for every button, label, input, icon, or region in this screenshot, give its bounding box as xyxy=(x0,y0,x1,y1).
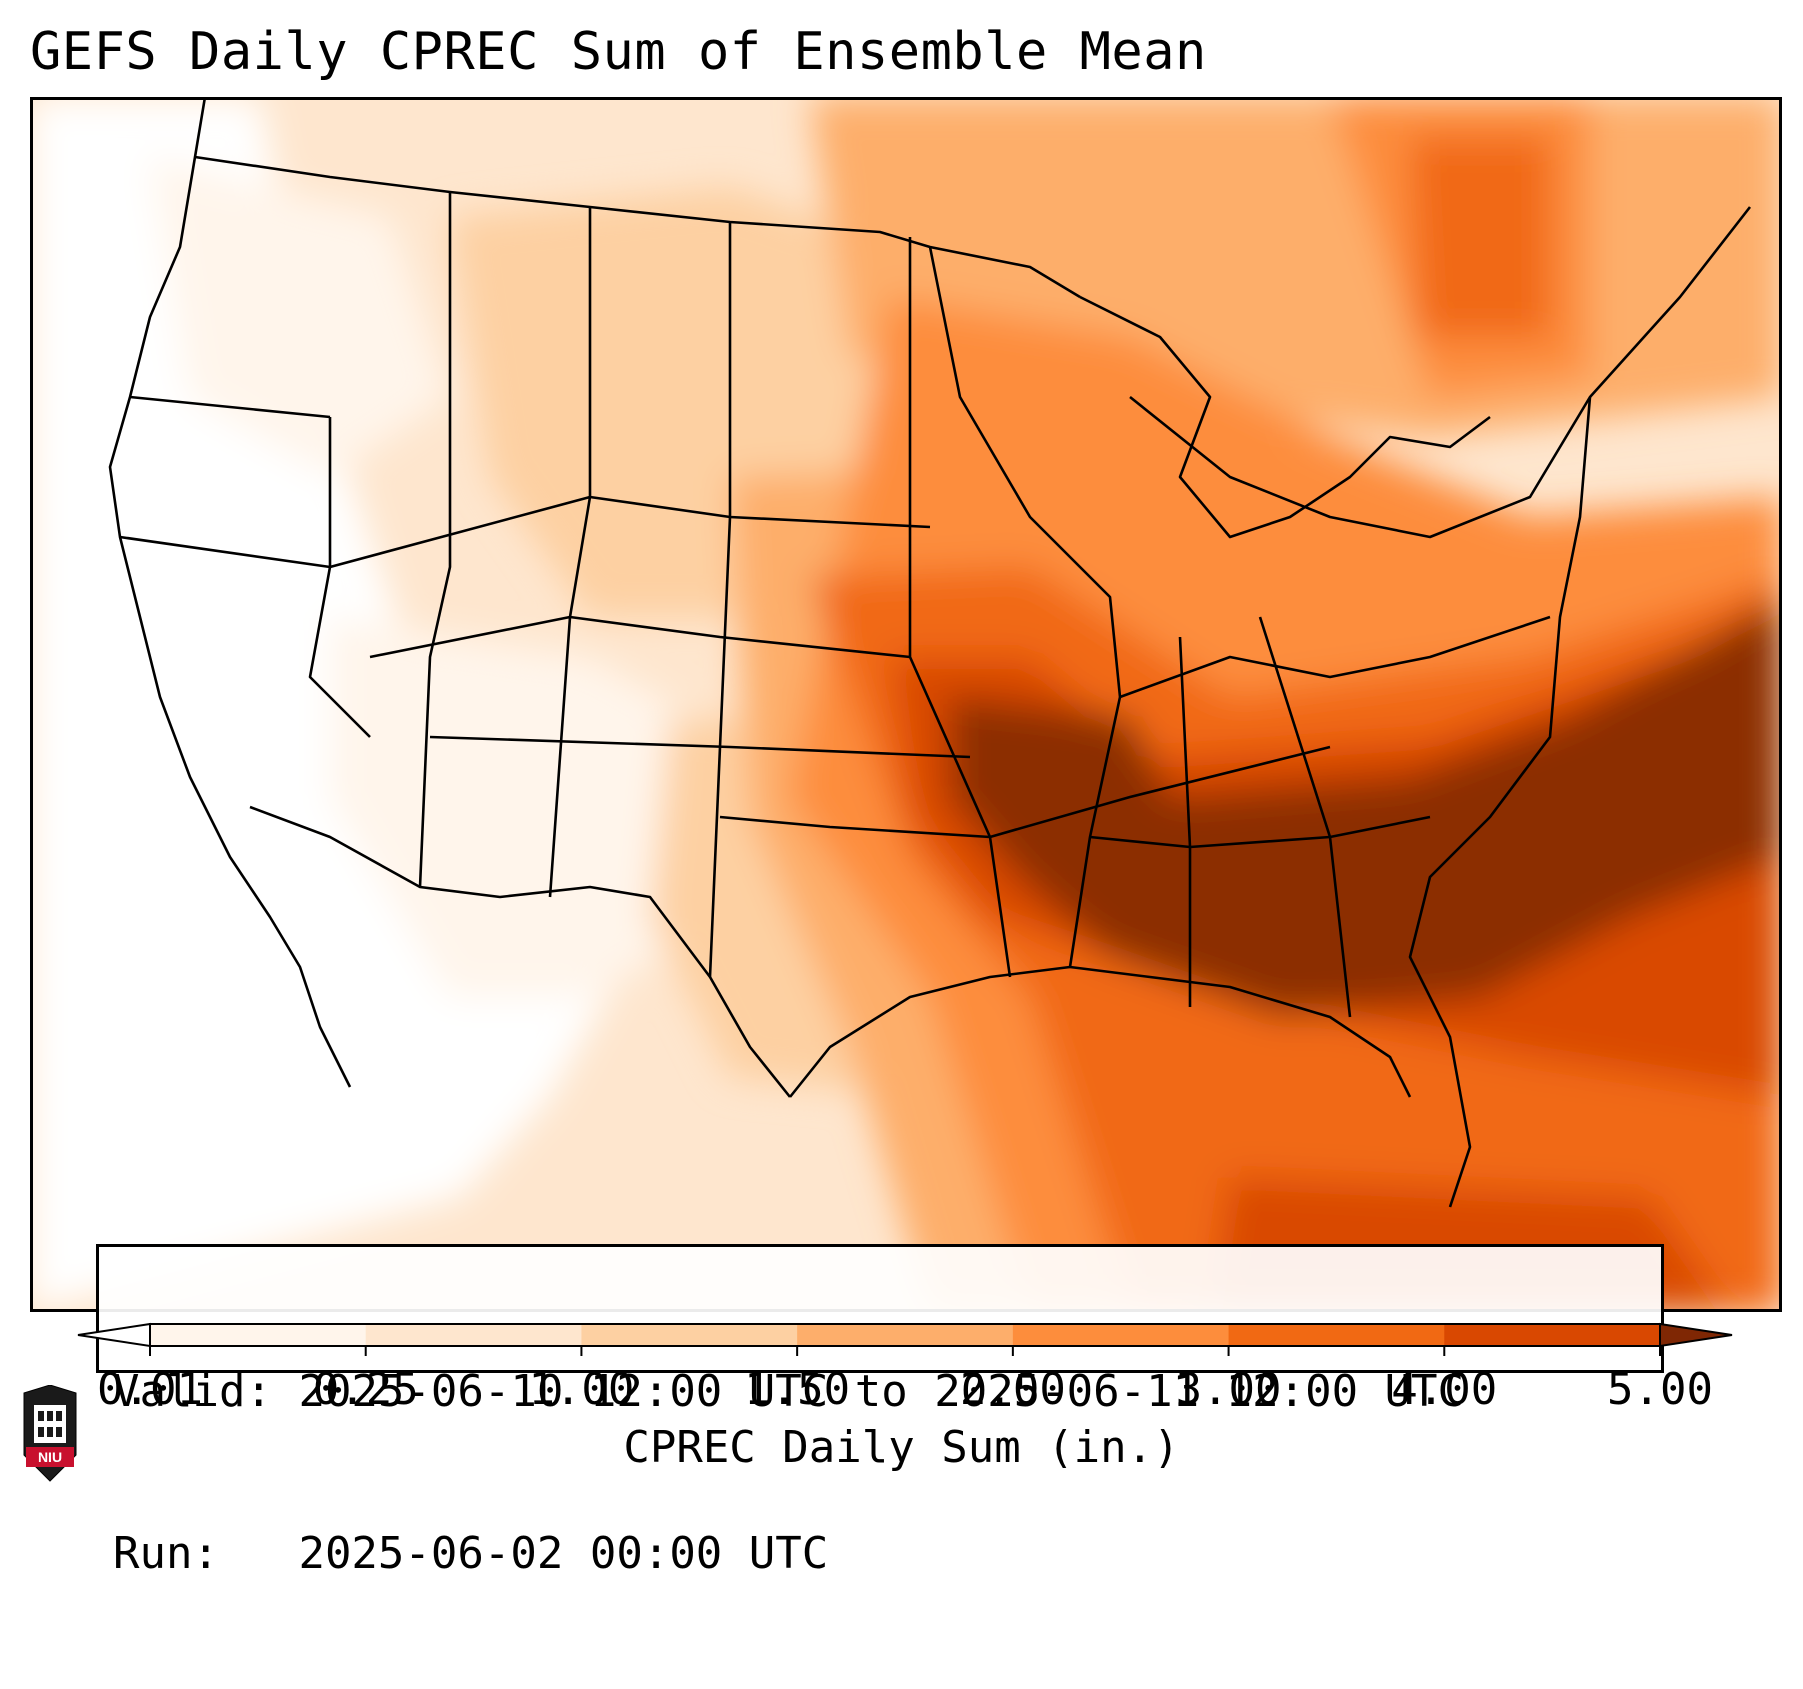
boundary-oregon-wa xyxy=(129,395,331,419)
colorbar-frame xyxy=(149,1323,1661,1347)
colorbar-tick-label: 3.00 xyxy=(1176,1364,1282,1415)
run-value: 2025-06-02 00:00 UTC xyxy=(298,1528,829,1579)
colorbar-label: CPREC Daily Sum (in.) xyxy=(623,1422,1180,1473)
run-label: Run: xyxy=(113,1528,219,1579)
colorbar: 0.01 0.25 1.00 1.50 2.00 3.00 4.00 5.00 xyxy=(77,1322,1733,1415)
boundary-west-vertical-2 xyxy=(548,207,592,898)
colorbar-over-arrow xyxy=(1659,1322,1733,1348)
precip-area-southwest-light xyxy=(330,617,730,997)
colorbar-segment xyxy=(150,1324,367,1346)
colorbar-tick-label: 2.00 xyxy=(960,1364,1066,1415)
colorbar-tick-label: 1.00 xyxy=(528,1364,634,1415)
colorbar-segment xyxy=(1228,1324,1445,1346)
precip-area-core-darkest xyxy=(950,597,1782,1017)
boundary-east-coast xyxy=(1408,396,1592,1208)
colorbar-tick-label: 5.00 xyxy=(1607,1364,1713,1415)
boundary-or-ca xyxy=(119,535,331,569)
colorbar-segments xyxy=(77,1322,1733,1348)
valid-label: Valid: xyxy=(113,1366,272,1417)
boundary-southeast-horizontal xyxy=(1089,815,1431,849)
boundary-horizontal-1 xyxy=(329,495,931,569)
colorbar-under-arrow xyxy=(77,1322,151,1348)
boundary-horizontal-3 xyxy=(429,735,971,759)
precip-area-canada-dark xyxy=(1410,137,1550,337)
map-title: GEFS Daily CPREC Sum of Ensemble Mean xyxy=(30,22,1207,82)
boundary-west-vertical-1 xyxy=(418,192,452,888)
boundary-northeast xyxy=(1129,206,1752,539)
boundaries xyxy=(108,97,1752,1208)
boundary-central-vertical xyxy=(908,237,1012,978)
colorbar-segment xyxy=(797,1324,1014,1346)
boundary-gulf-coast xyxy=(788,965,1412,1098)
colorbar-segment xyxy=(1012,1324,1230,1346)
niu-logo-icon: NIU xyxy=(23,1385,77,1482)
boundary-nv-ut xyxy=(308,417,371,738)
run-line: Run: 2025-06-02 00:00 UTC xyxy=(113,1527,1661,1581)
colorbar-segment xyxy=(1444,1324,1661,1346)
colorbar-tick-label: 4.00 xyxy=(1391,1364,1497,1415)
colorbar-tick-label: 0.25 xyxy=(313,1364,419,1415)
map-panel: Valid: 2025-06-10 12:00 UTC to 2025-06-1… xyxy=(30,97,1782,1579)
boundary-ohio-valley xyxy=(1119,615,1551,699)
boundary-plains-vertical xyxy=(708,222,732,978)
boundary-horizontal-2 xyxy=(369,615,911,659)
colorbar-tick-label: 0.01 xyxy=(97,1364,203,1415)
colorbar-ticks: 0.01 0.25 1.00 1.50 2.00 3.00 4.00 5.00 xyxy=(97,1346,1713,1415)
precip-area-northwest-light xyxy=(150,157,450,477)
colorbar-tick-label: 1.50 xyxy=(744,1364,850,1415)
boundary-mexico xyxy=(249,805,792,1098)
logo-text: NIU xyxy=(38,1449,62,1465)
valid-value: 2025-06-10 12:00 UTC to 2025-06-11 12:00… xyxy=(298,1366,1465,1417)
colorbar-segment xyxy=(581,1324,798,1346)
colorbar-segment xyxy=(365,1324,582,1346)
precip-field xyxy=(30,97,1782,1312)
boundary-west-coast xyxy=(108,97,352,1088)
precipitation-map xyxy=(30,97,1782,1312)
valid-line: Valid: 2025-06-10 12:00 UTC to 2025-06-1… xyxy=(113,1365,1661,1419)
boundary-great-lakes xyxy=(1079,295,1491,539)
